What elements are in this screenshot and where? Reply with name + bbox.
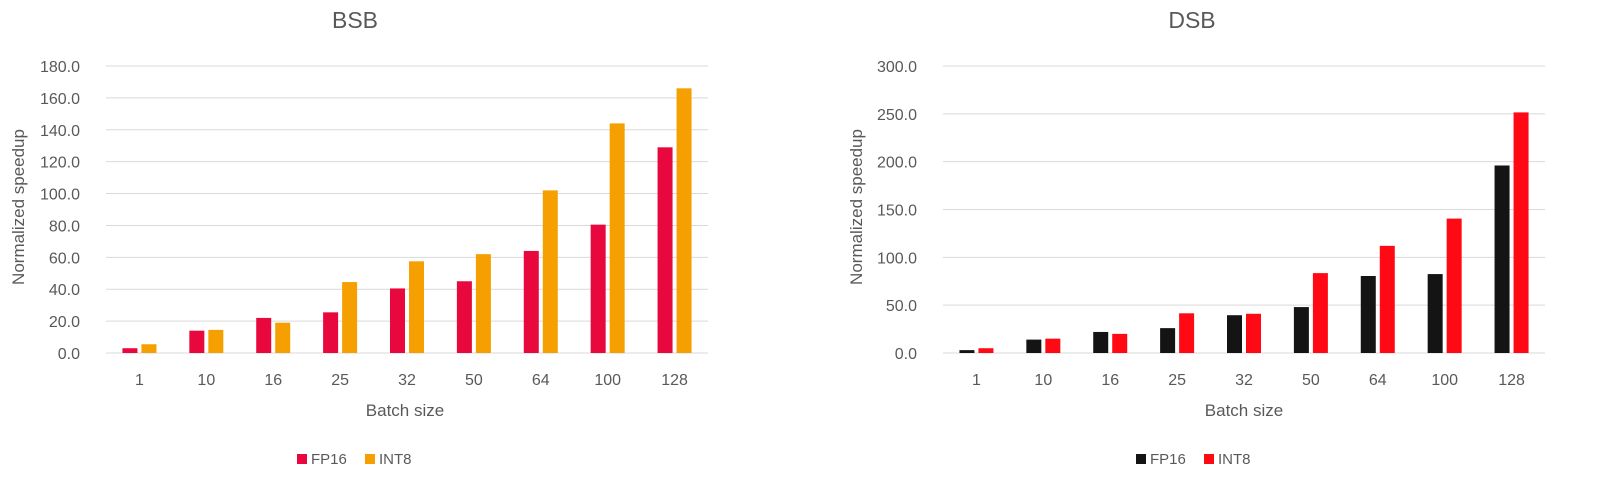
x-tick-label: 10 (1034, 372, 1052, 389)
y-tick-label: 150.0 (877, 203, 917, 220)
bar-fp16-64 (1360, 275, 1376, 353)
x-tick-label: 32 (1235, 372, 1253, 389)
bar-fp16-32 (1227, 315, 1242, 353)
chart-title: BSB (332, 7, 378, 33)
y-tick-label: 120.0 (40, 155, 80, 172)
y-tick-label: 100.0 (40, 187, 80, 204)
legend-label-fp16: FP16 (311, 451, 347, 468)
bar-int8-100 (609, 123, 625, 354)
bar-int8-16 (275, 322, 291, 353)
legend-swatch-fp16 (1136, 454, 1146, 464)
bar-int8-32 (1246, 313, 1261, 353)
bar-fp16-128 (1494, 165, 1510, 353)
y-tick-label: 180.0 (40, 59, 80, 76)
y-tick-label: 0.0 (895, 346, 917, 363)
bar-int8-64 (542, 190, 558, 353)
y-tick-label: 80.0 (49, 218, 80, 235)
bar-fp16-32 (390, 288, 405, 353)
bar-int8-50 (1312, 273, 1328, 353)
bar-fp16-10 (1026, 339, 1042, 353)
x-tick-label: 32 (398, 372, 416, 389)
bar-fp16-10 (189, 330, 205, 353)
y-tick-label: 140.0 (40, 123, 80, 140)
legend-label-int8: INT8 (379, 451, 412, 468)
x-tick-label: 100 (594, 372, 621, 389)
bar-int8-100 (1446, 218, 1462, 353)
x-tick-label: 128 (661, 372, 688, 389)
x-axis-label: Batch size (1205, 401, 1283, 420)
bar-int8-10 (1045, 338, 1061, 353)
y-tick-label: 300.0 (877, 59, 917, 76)
y-tick-label: 60.0 (49, 250, 80, 267)
chart-title: DSB (1168, 7, 1215, 33)
bar-int8-128 (676, 88, 692, 354)
x-axis-label: Batch size (366, 401, 444, 420)
x-tick-label: 100 (1431, 372, 1458, 389)
x-tick-label: 16 (264, 372, 282, 389)
chart-bsb: BSB Normalized speedup Batch size 0.0 20.… (9, 7, 708, 468)
bar-fp16-64 (523, 250, 539, 353)
y-tick-label: 250.0 (877, 107, 917, 124)
x-tick-label: 1 (972, 372, 981, 389)
x-tick-label: 64 (532, 372, 550, 389)
legend-swatch-int8 (365, 454, 375, 464)
y-tick-label: 50.0 (886, 298, 917, 315)
x-tick-label: 25 (331, 372, 349, 389)
bar-int8-64 (1379, 245, 1395, 353)
y-tick-label: 20.0 (49, 314, 80, 331)
bar-fp16-50 (1293, 307, 1309, 353)
chart-dsb: DSB Normalized speedup Batch size 0.0 50.… (847, 7, 1545, 468)
bar-fp16-16 (1093, 331, 1109, 353)
bar-int8-50 (475, 254, 491, 353)
bar-int8-25 (1179, 313, 1195, 353)
legend-label-int8: INT8 (1218, 451, 1251, 468)
x-tick-label: 1 (135, 372, 144, 389)
legend-label-fp16: FP16 (1150, 451, 1186, 468)
x-tick-label: 25 (1168, 372, 1186, 389)
legend-swatch-fp16 (297, 454, 307, 464)
x-tick-label: 64 (1369, 372, 1387, 389)
bar-int8-10 (208, 329, 224, 353)
y-tick-label: 160.0 (40, 91, 80, 108)
bar-fp16-25 (1160, 328, 1176, 353)
y-axis-label: Normalized speedup (9, 129, 28, 285)
bar-fp16-1 (122, 348, 138, 353)
y-tick-label: 0.0 (58, 346, 80, 363)
x-tick-label: 128 (1498, 372, 1525, 389)
x-tick-label: 16 (1101, 372, 1119, 389)
bar-int8-32 (409, 261, 424, 353)
y-axis-label: Normalized speedup (847, 129, 866, 285)
legend-swatch-int8 (1204, 454, 1214, 464)
y-tick-label: 200.0 (877, 155, 917, 172)
bar-int8-128 (1513, 112, 1529, 353)
x-tick-label: 10 (197, 372, 215, 389)
bar-int8-16 (1112, 333, 1128, 353)
bar-fp16-16 (256, 317, 272, 353)
bar-fp16-25 (323, 312, 339, 353)
x-tick-label: 50 (465, 372, 483, 389)
bar-int8-1 (978, 348, 994, 353)
x-tick-label: 50 (1302, 372, 1320, 389)
y-tick-label: 40.0 (49, 282, 80, 299)
bar-int8-1 (141, 344, 157, 353)
bar-fp16-128 (657, 147, 673, 353)
y-tick-label: 100.0 (877, 250, 917, 267)
bar-fp16-50 (456, 281, 472, 353)
bar-fp16-100 (590, 224, 606, 353)
bar-fp16-1 (959, 350, 975, 353)
bar-int8-25 (342, 282, 358, 353)
bar-fp16-100 (1427, 274, 1443, 353)
